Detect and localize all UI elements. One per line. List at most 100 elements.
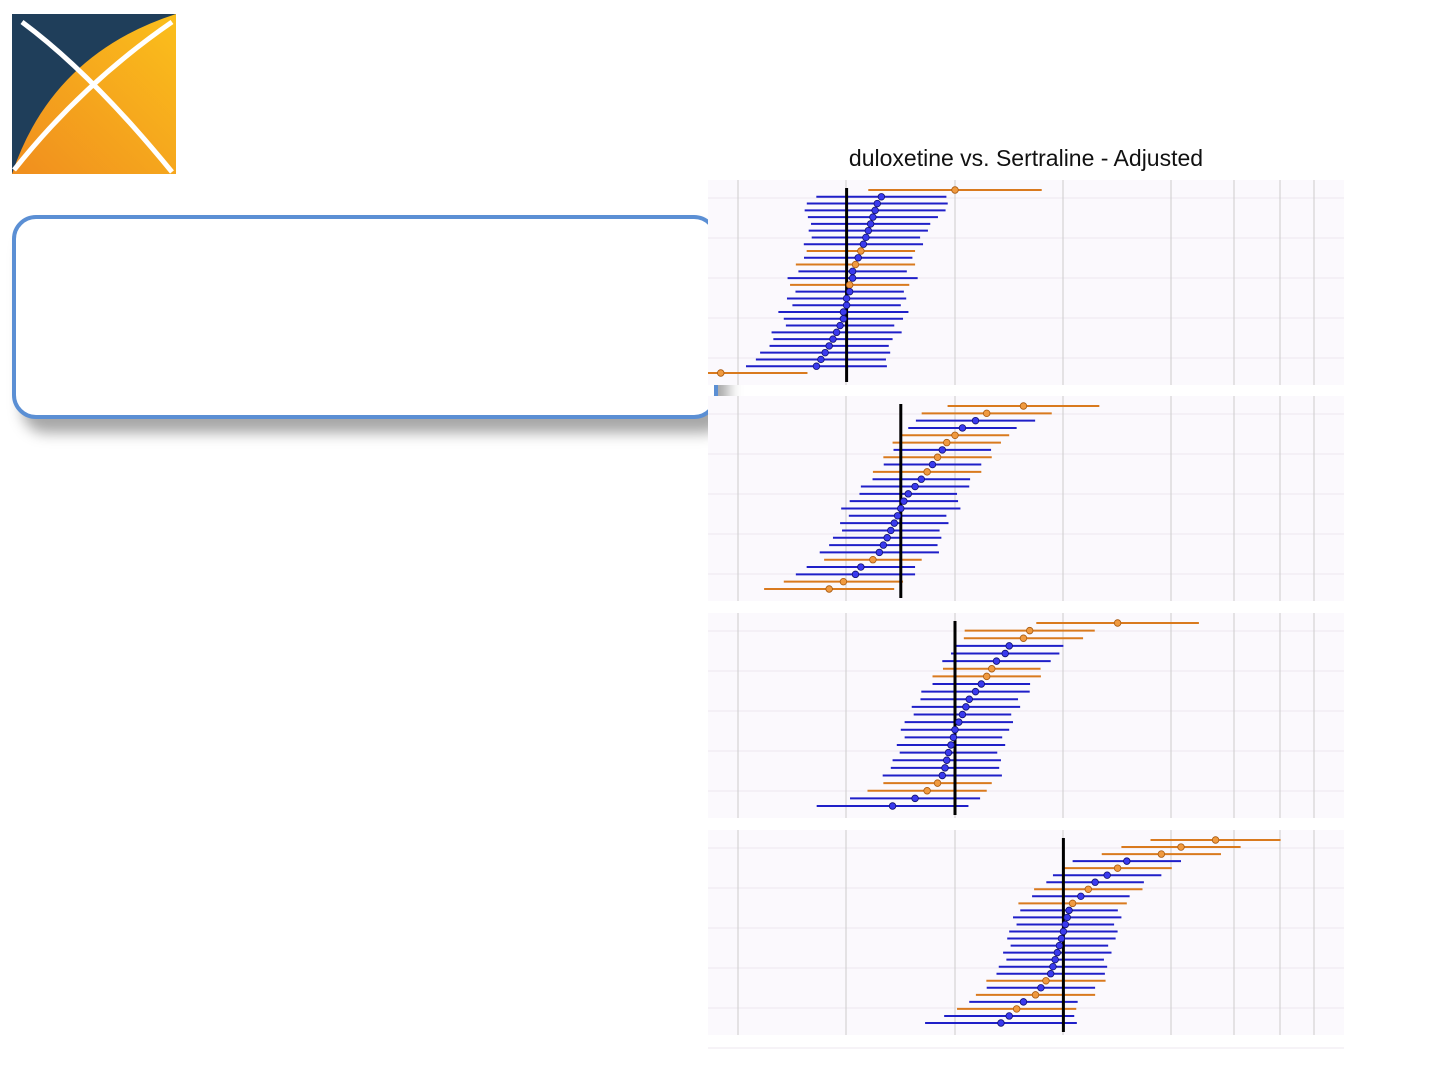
estimate-point <box>938 771 946 780</box>
estimate-point <box>1026 626 1034 635</box>
estimate-point <box>1019 634 1028 642</box>
estimate-point <box>821 348 829 357</box>
estimate-point <box>857 563 865 571</box>
estimate-point <box>1157 850 1166 858</box>
estimate-point <box>1123 857 1131 865</box>
estimate-point <box>911 794 919 803</box>
estimate-point <box>933 453 942 461</box>
estimate-point <box>947 741 955 749</box>
panel-background <box>708 613 1344 818</box>
estimate-point <box>1068 899 1077 908</box>
estimate-point <box>951 726 959 734</box>
estimate-point <box>904 490 912 498</box>
estimate-point <box>997 1019 1005 1027</box>
estimate-point <box>871 206 879 215</box>
estimate-point <box>866 220 875 228</box>
estimate-point <box>1091 878 1099 886</box>
estimate-point <box>955 718 963 726</box>
estimate-point <box>958 424 967 432</box>
estimate-point <box>938 446 946 454</box>
estimate-point <box>943 756 951 764</box>
panel-background <box>708 180 1344 385</box>
estimate-point <box>1103 871 1111 879</box>
estimate-point <box>817 355 825 364</box>
chart-title: duloxetine vs. Sertraline - Adjusted <box>848 145 1204 171</box>
estimate-point <box>825 342 833 350</box>
estimate-point <box>1113 619 1122 627</box>
logo-orange-region <box>12 14 176 174</box>
estimate-point <box>829 335 837 343</box>
estimate-point <box>1019 402 1028 410</box>
estimate-point <box>1211 836 1220 844</box>
estimate-point <box>900 497 908 505</box>
estimate-point <box>836 321 844 330</box>
estimate-point <box>845 287 854 296</box>
estimate-point <box>864 226 873 235</box>
estimate-point <box>717 369 725 377</box>
estimate-point <box>1049 962 1057 971</box>
estimate-point <box>857 247 865 255</box>
estimate-point <box>928 460 937 469</box>
estimate-point <box>949 733 958 742</box>
estimate-point <box>911 482 919 491</box>
estimate-point <box>965 695 973 703</box>
estimate-point <box>1055 941 1064 950</box>
estimate-point <box>992 657 1001 665</box>
estimate-point <box>879 541 888 549</box>
estimate-point <box>1005 642 1013 650</box>
estimate-point <box>1051 955 1059 964</box>
estimate-point <box>971 687 980 696</box>
estimate-point <box>890 519 898 527</box>
estimate-point <box>962 703 970 711</box>
estimate-point <box>1001 649 1009 658</box>
estimate-point <box>873 199 881 208</box>
estimate-point <box>848 274 857 282</box>
estimate-point <box>848 267 857 276</box>
estimate-point <box>1059 927 1068 936</box>
estimate-point <box>983 409 991 418</box>
estimate-point <box>944 748 953 757</box>
estimate-point <box>869 556 877 564</box>
estimate-point <box>859 240 868 248</box>
estimate-point <box>893 512 902 520</box>
estimate-point <box>1061 920 1070 929</box>
estimate-point <box>854 254 862 262</box>
estimate-point <box>851 570 860 579</box>
estimate-point <box>958 710 967 719</box>
estimate-point <box>941 764 949 772</box>
estimate-point <box>933 779 942 787</box>
panel-background <box>708 396 1344 601</box>
estimate-point <box>1019 998 1028 1006</box>
estimate-point <box>951 431 959 439</box>
estimate-point <box>971 416 980 425</box>
estimate-point <box>917 475 926 483</box>
estimate-point <box>825 585 833 593</box>
estimate-point <box>888 802 897 810</box>
estimate-point <box>951 186 959 194</box>
estimate-point <box>887 526 895 535</box>
estimate-point <box>869 213 877 221</box>
estimate-point <box>1113 864 1122 872</box>
estimate-point <box>1084 885 1093 893</box>
estimate-point <box>877 193 886 201</box>
estimate-point <box>1063 913 1071 922</box>
estimate-point <box>1005 1012 1013 1020</box>
estimate-point <box>1177 843 1185 851</box>
estimate-point <box>1053 948 1062 957</box>
callout-box <box>12 215 718 419</box>
estimate-point <box>1057 934 1066 943</box>
estimate-point <box>1065 906 1073 915</box>
estimate-point <box>923 787 931 795</box>
estimate-point <box>988 665 996 673</box>
estimate-point <box>839 577 848 586</box>
estimate-point <box>832 328 841 337</box>
estimate-point <box>1037 984 1045 992</box>
estimate-point <box>845 281 854 289</box>
estimate-point <box>923 468 931 476</box>
estimate-point <box>839 315 848 323</box>
estimate-point <box>862 233 870 242</box>
estimate-point <box>1046 970 1055 978</box>
estimate-point <box>1012 1005 1021 1013</box>
estimate-point <box>943 438 951 447</box>
